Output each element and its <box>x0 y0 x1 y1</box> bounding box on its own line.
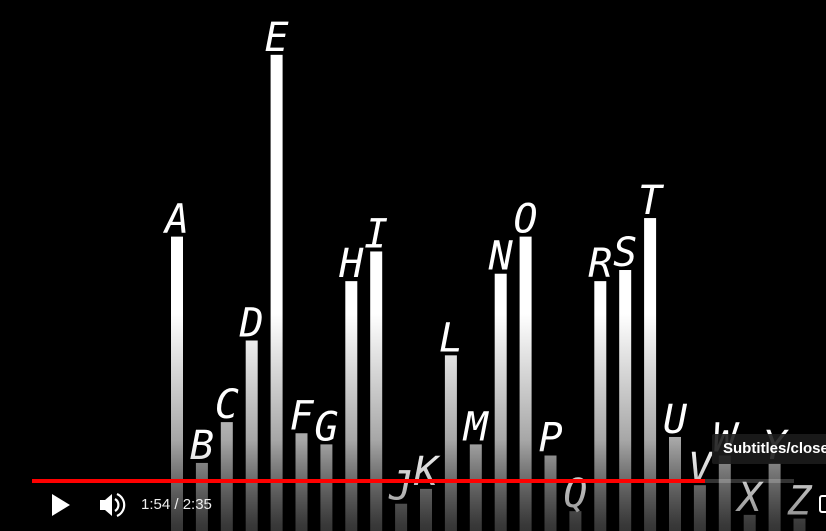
play-button[interactable] <box>52 494 70 516</box>
tooltip-text: Subtitles/closed captions <box>723 440 826 457</box>
bar-letter: O <box>514 197 538 243</box>
time-display: 1:54 / 2:35 <box>141 496 212 513</box>
bar-letter: U <box>663 397 688 443</box>
bar-letter: N <box>488 234 514 280</box>
bar-letter: F <box>289 393 314 439</box>
bar-letter: C <box>215 382 239 428</box>
subtitles-button[interactable] <box>819 495 826 513</box>
bar-letter: T <box>638 178 665 224</box>
controls-shade <box>0 440 826 531</box>
bar-letter: D <box>239 301 264 347</box>
bar <box>270 54 283 531</box>
player-controls: 1:54 / 2:35 Subtitles/closed captions <box>0 434 826 531</box>
bar-letter: E <box>265 15 289 61</box>
progress-played[interactable] <box>32 479 705 483</box>
bar-letter: R <box>588 241 612 287</box>
volume-button[interactable] <box>100 492 126 518</box>
tooltip <box>712 434 826 464</box>
bar-letter: H <box>338 241 364 287</box>
bar-letter: I <box>364 211 388 257</box>
bar-letter: A <box>162 197 189 243</box>
bar-letter: L <box>439 315 463 361</box>
bar-letter: S <box>613 230 637 276</box>
